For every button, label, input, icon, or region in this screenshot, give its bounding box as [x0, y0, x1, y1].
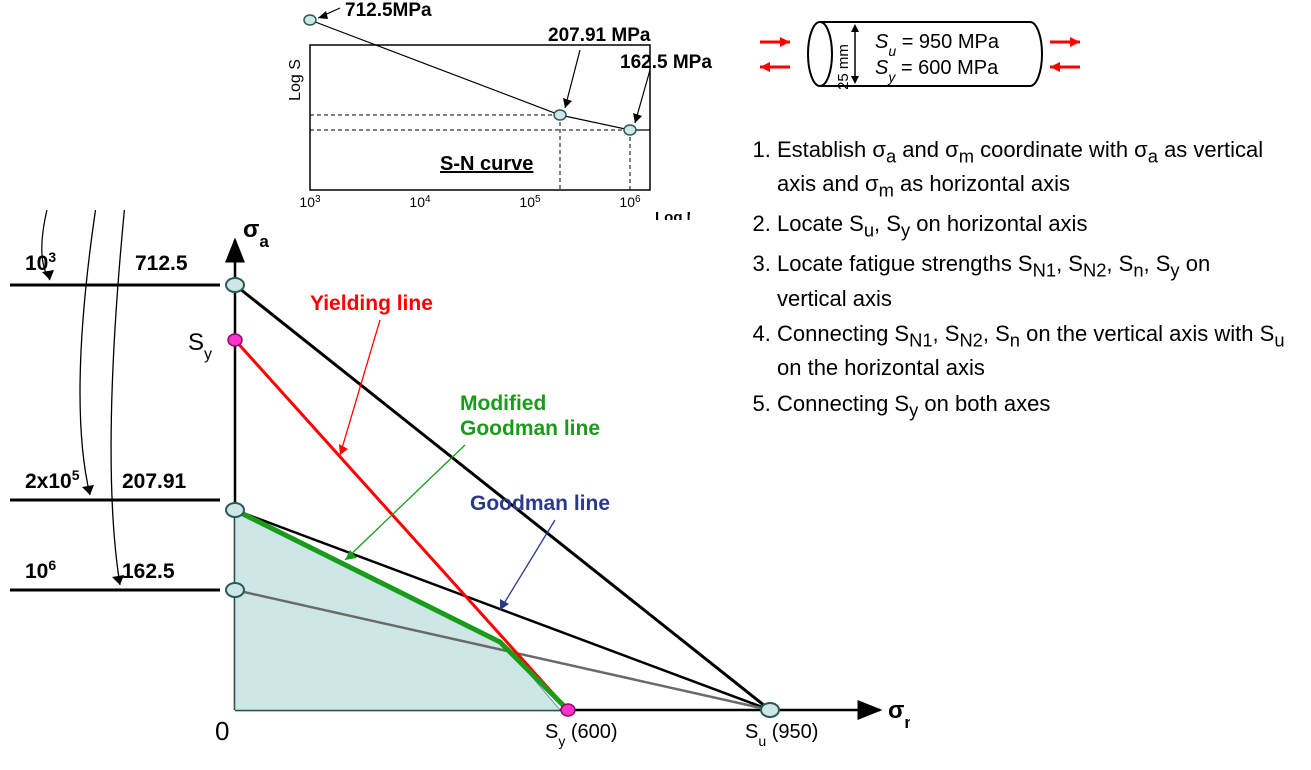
- mark-7125: 712.5: [135, 252, 188, 275]
- svg-text:104: 104: [409, 194, 431, 211]
- sn-point-label-1: 712.5MPa: [345, 0, 432, 22]
- svg-text:103: 103: [299, 194, 321, 211]
- step-4: Connecting SN1, SN2, Sn on the vertical …: [777, 319, 1285, 383]
- svg-text:105: 105: [519, 194, 541, 211]
- svg-text:Modified: Modified: [460, 392, 546, 415]
- origin-label: 0: [215, 716, 229, 746]
- svg-text:Sy: Sy: [188, 329, 212, 363]
- step-2: Locate Su, Sy on horizontal axis: [777, 209, 1285, 243]
- step-3: Locate fatigue strengths SN1, SN2, Sn, S…: [777, 249, 1285, 313]
- yield-label: Yielding line: [310, 292, 433, 315]
- sn-point-label-2: 207.91 MPa: [548, 25, 650, 47]
- specimen-diagram: 25 mm Su = 950 MPa Sy = 600 MPa: [750, 12, 1090, 107]
- specimen-diameter: 25 mm: [835, 44, 852, 90]
- svg-text:106: 106: [619, 194, 641, 211]
- steps-list: Establish σa and σm coordinate with σa a…: [745, 135, 1285, 429]
- svg-text:Su (950): Su (950): [745, 721, 818, 749]
- svg-text:106: 106: [25, 557, 56, 583]
- svg-text:Sy = 600 MPa: Sy = 600 MPa: [875, 57, 999, 85]
- mark-20791: 207.91: [122, 470, 187, 493]
- step-5: Connecting Sy on both axes: [777, 389, 1285, 423]
- svg-text:σa: σa: [243, 216, 269, 251]
- svg-text:Sy (600): Sy (600): [545, 721, 618, 749]
- sn-point-label-3: 162.5 MPa: [620, 52, 712, 74]
- goodman-label: Goodman line: [470, 492, 610, 515]
- svg-text:2x105: 2x105: [25, 467, 80, 493]
- svg-text:Goodman line: Goodman line: [460, 417, 600, 440]
- svg-text:σm: σm: [888, 697, 910, 732]
- sn-ylabel: Log S: [287, 59, 304, 101]
- sn-title: S-N curve: [440, 153, 533, 175]
- svg-text:Su = 950 MPa: Su = 950 MPa: [875, 31, 1000, 59]
- mark-1625: 162.5: [122, 560, 175, 583]
- step-1: Establish σa and σm coordinate with σa a…: [777, 135, 1285, 203]
